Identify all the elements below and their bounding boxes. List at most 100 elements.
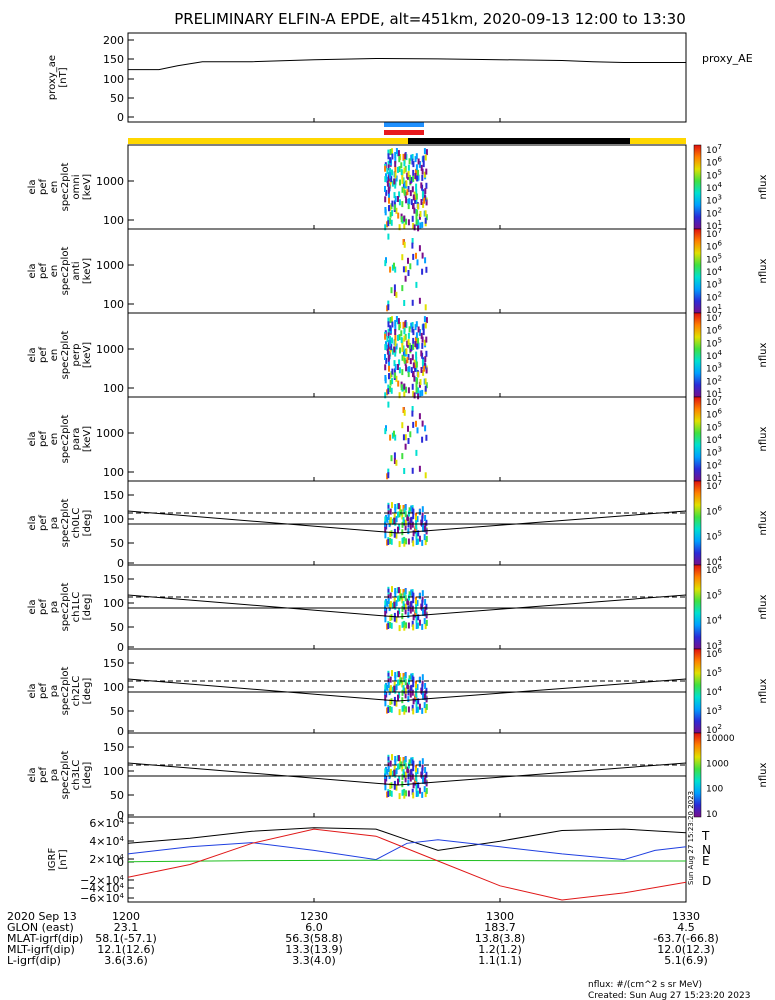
y-axis-label: en <box>49 349 60 362</box>
pitch-angle-pixel <box>398 511 401 518</box>
spectrogram-pixel <box>405 197 408 204</box>
spectrogram-pixel <box>415 420 417 427</box>
spectrogram-pixel <box>400 330 403 337</box>
spectrogram-pixel <box>391 378 394 385</box>
y-axis-label: pa <box>49 517 60 529</box>
panel-proxy_ae: 200 150 100 50 0 proxy_ae [nT] proxy_AE <box>47 32 753 124</box>
spectrogram-pixel <box>425 317 428 324</box>
spectrogram-pixel <box>389 434 392 441</box>
pitch-angle-pixel <box>402 789 405 796</box>
y-tick-label: 50 <box>110 705 124 718</box>
pitch-angle-pixel <box>421 596 424 603</box>
x-axis-value: 56.3(58.8) <box>285 932 343 945</box>
pitch-angle-pixel <box>412 508 415 515</box>
spectrogram-pixel <box>398 156 401 163</box>
pitch-angle-pixel <box>415 623 418 629</box>
pitch-angle-pixel <box>398 709 401 716</box>
y-axis-label: [keV] <box>82 342 93 368</box>
spectrogram-pixel <box>417 169 419 176</box>
pitch-angle-pixel <box>412 760 415 767</box>
spectrogram-pixel <box>384 224 387 231</box>
pitch-angle-pixel <box>404 776 407 783</box>
pitch-angle-pixel <box>389 760 392 767</box>
spectrogram-pixel <box>425 199 428 206</box>
pitch-angle-pixel <box>409 523 412 530</box>
pitch-angle-pixel <box>401 681 404 688</box>
y-tick-label: 100 <box>103 765 124 778</box>
spectrogram-pixel <box>394 347 397 354</box>
y-axis-label: spec2plot <box>60 415 71 464</box>
spectrogram-pixel <box>422 161 425 168</box>
pitch-angle-pixel <box>407 780 410 787</box>
spectrogram-pixel <box>415 332 418 339</box>
y-axis-label: pef <box>38 767 49 784</box>
spectrogram-pixel <box>418 465 421 472</box>
spectrogram-pixel <box>384 377 387 384</box>
pitch-angle-pixel <box>390 782 393 789</box>
spectrogram-pixel <box>384 209 387 216</box>
spectrogram-pixel <box>414 173 417 179</box>
spectrogram-pixel <box>388 373 391 380</box>
pitch-angle-pixel <box>415 791 418 797</box>
pitch-angle-pixel <box>425 703 428 710</box>
igrf-N-line <box>127 839 687 861</box>
loss-cone-line <box>127 762 687 786</box>
spectrogram-pixel <box>413 375 416 382</box>
pitch-angle-pixel <box>397 503 400 510</box>
spectrogram-pixel <box>423 339 426 346</box>
spectrogram-pixel <box>384 260 387 267</box>
pitch-angle-pixel <box>400 677 403 684</box>
pitch-angle-pixel <box>393 681 396 688</box>
y-axis-label: spec2plot <box>60 583 71 632</box>
spectrogram-pixel <box>387 300 390 307</box>
spectrogram-pixel <box>387 328 390 335</box>
colorbar-tick-label: 100 <box>706 785 723 795</box>
pitch-angle-pixel <box>404 519 407 526</box>
y-tick-label: 4×104 <box>89 835 124 848</box>
spectrogram-pixel <box>394 325 397 332</box>
proxy-ae-line <box>128 57 686 71</box>
pitch-angle-pixel <box>420 771 423 778</box>
pitch-angle-pixel <box>410 757 413 764</box>
y-tick-label: 150 <box>103 741 124 754</box>
spectrogram-pixel <box>420 367 423 373</box>
pitch-angle-pixel <box>424 539 427 546</box>
colorbar-tick-label: 105 <box>706 168 722 181</box>
pitch-angle-pixel <box>391 502 393 509</box>
spectrogram-pixel <box>393 458 396 464</box>
colorbar-label: nflux <box>758 342 769 367</box>
pitch-angle-pixel <box>417 622 420 629</box>
spectrogram-pixel <box>384 354 386 360</box>
x-axis-value: 1.1(1.1) <box>478 954 522 967</box>
pitch-angle-pixel <box>401 537 404 544</box>
spectrogram-pixel <box>411 383 414 390</box>
pitch-angle-pixel <box>389 706 392 712</box>
spectrogram-pixel <box>418 297 421 304</box>
spectrogram-pixel <box>424 425 427 432</box>
pitch-angle-pixel <box>420 603 423 610</box>
pitch-angle-pixel <box>385 775 388 782</box>
spectrogram-pixel <box>403 241 406 248</box>
pitch-angle-pixel <box>418 535 421 542</box>
colorbar-tick-label: 103 <box>706 278 722 291</box>
pitch-angle-pixel <box>387 707 390 713</box>
spectrogram-pixel <box>398 334 401 341</box>
pitch-angle-pixel <box>422 526 425 532</box>
pitch-angle-pixel <box>423 693 426 700</box>
pitch-angle-pixel <box>417 614 420 621</box>
pitch-angle-pixel <box>395 516 398 523</box>
pitch-angle-pixel <box>412 765 415 772</box>
pitch-angle-pixel <box>417 538 420 545</box>
spectrogram-pixel <box>403 215 406 222</box>
pitch-angle-pixel <box>403 676 406 683</box>
pitch-angle-pixel <box>401 765 404 772</box>
spectrogram-pixel <box>401 201 404 208</box>
spectrogram-pixel <box>401 186 404 193</box>
pitch-angle-pixel <box>421 683 424 690</box>
spectrogram-pixel <box>397 166 399 173</box>
pitch-angle-pixel <box>415 707 418 713</box>
spectrogram-pixel <box>415 252 417 259</box>
spectrogram-pixel <box>421 389 424 396</box>
pitch-angle-pixel <box>384 778 387 785</box>
